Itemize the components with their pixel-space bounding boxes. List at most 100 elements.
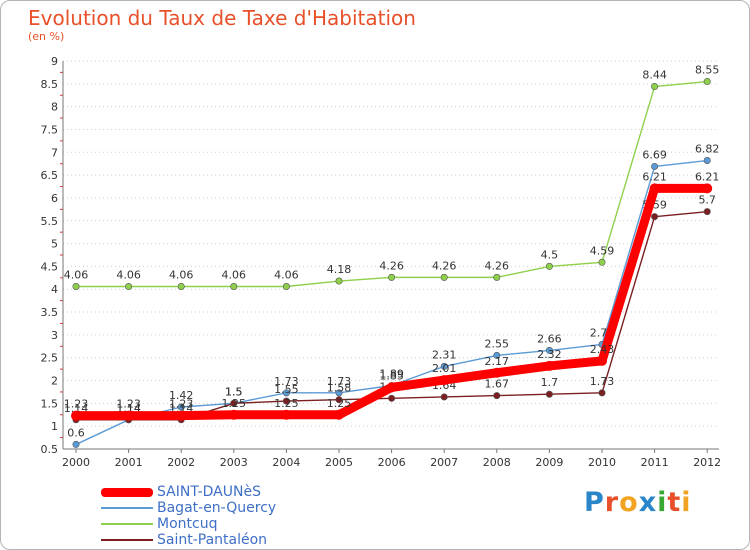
data-point xyxy=(545,262,553,270)
legend-item: Bagat-en-Quercy xyxy=(101,500,276,516)
data-label: 6.21 xyxy=(642,170,667,183)
x-tick-label: 2010 xyxy=(588,456,616,469)
data-point xyxy=(71,410,81,421)
x-tick-label: 2005 xyxy=(325,456,353,469)
data-point xyxy=(282,389,290,397)
data-point xyxy=(491,367,502,378)
y-tick-label: 3.5 xyxy=(41,306,59,319)
data-point xyxy=(598,389,606,397)
data-label: 2.55 xyxy=(485,337,510,350)
data-label: 1.23 xyxy=(116,398,141,411)
data-point xyxy=(230,399,238,407)
data-point xyxy=(334,409,344,420)
data-label: 1.67 xyxy=(485,378,510,391)
y-tick-label: 0.5 xyxy=(41,443,59,456)
data-label: 1.89 xyxy=(379,368,404,381)
x-tick-label: 2008 xyxy=(483,456,511,469)
y-tick-label: 1 xyxy=(51,420,58,433)
data-label: 4.06 xyxy=(64,268,89,281)
data-label: 2.31 xyxy=(432,348,457,361)
data-point xyxy=(125,282,133,290)
logo-letter: r xyxy=(604,487,620,518)
data-point xyxy=(649,183,660,194)
data-label: 8.44 xyxy=(642,69,667,82)
data-label: 1.85 xyxy=(379,369,404,382)
proxiti-logo: Proxiti xyxy=(584,487,692,518)
data-point xyxy=(176,410,187,421)
data-point xyxy=(703,208,711,216)
data-label: 1.23 xyxy=(169,398,194,411)
logo-letter: P xyxy=(584,487,605,518)
data-label: 4.06 xyxy=(274,268,299,281)
data-label: 4.26 xyxy=(485,259,510,272)
data-label: 1.42 xyxy=(169,389,194,402)
legend-item: Montcuq xyxy=(101,516,276,532)
data-label: 2.32 xyxy=(537,348,562,361)
data-point xyxy=(651,83,659,91)
legend-label: Montcuq xyxy=(157,516,218,532)
data-label: 0.6 xyxy=(67,426,85,439)
legend-item: SAINT-DAUNèS xyxy=(101,484,276,500)
data-label: 4.26 xyxy=(432,259,457,272)
data-label: 4.06 xyxy=(169,268,194,281)
data-point xyxy=(177,403,185,411)
legend-label: Bagat-en-Quercy xyxy=(157,500,277,516)
data-label: 1.25 xyxy=(274,397,299,410)
y-tick-label: 2.5 xyxy=(41,352,59,365)
data-label: 6.21 xyxy=(695,170,720,183)
data-point xyxy=(335,396,343,404)
data-point xyxy=(440,393,448,401)
y-tick-label: 6 xyxy=(51,192,58,205)
data-label: 1.25 xyxy=(327,397,352,410)
data-label: 1.7 xyxy=(541,376,559,389)
data-label: 5.7 xyxy=(698,194,716,207)
data-point xyxy=(123,410,134,421)
data-point xyxy=(651,213,659,221)
logo-letter: o xyxy=(619,487,639,518)
data-label: 2.43 xyxy=(590,343,615,356)
data-point xyxy=(72,440,80,448)
data-point xyxy=(703,157,711,165)
y-tick-label: 7.5 xyxy=(41,123,59,136)
chart-subtitle: (en %) xyxy=(28,30,65,43)
legend-label: Saint-Pantaléon xyxy=(157,532,268,548)
data-label: 1.5 xyxy=(225,385,243,398)
x-tick-label: 2011 xyxy=(641,456,669,469)
data-point xyxy=(281,409,292,420)
data-label: 4.5 xyxy=(541,248,559,261)
y-tick-label: 5.5 xyxy=(41,215,59,228)
legend-swatch xyxy=(101,487,153,497)
data-label: 1.58 xyxy=(327,382,352,395)
data-point xyxy=(388,273,396,281)
logo-letter: x xyxy=(638,487,658,518)
x-tick-label: 2002 xyxy=(167,456,195,469)
y-tick-label: 8.5 xyxy=(41,78,59,91)
data-point xyxy=(177,282,185,290)
y-tick-label: 4.5 xyxy=(41,260,59,273)
data-label: 4.06 xyxy=(116,268,141,281)
series-montcuq: 4.06 4.06 4.06 4.06 4.06 4.18 4.26 4.26 4.26 4.5 4… xyxy=(64,64,720,290)
data-label: 1.73 xyxy=(274,375,299,388)
legend-item: Saint-Pantaléon xyxy=(101,532,276,548)
data-point xyxy=(545,346,553,354)
legend: SAINT-DAUNèS Bagat-en-Quercy Montcuq Saint-… xyxy=(101,484,276,548)
data-label: 8.55 xyxy=(695,64,720,77)
data-point xyxy=(703,78,711,86)
data-label: 1.25 xyxy=(222,397,247,410)
data-label: 4.59 xyxy=(590,244,615,257)
y-tick-label: 3 xyxy=(51,329,58,342)
data-label: 4.06 xyxy=(222,268,247,281)
data-label: 1.73 xyxy=(590,375,615,388)
data-point xyxy=(598,258,606,266)
y-tick-label: 6.5 xyxy=(41,169,59,182)
legend-label: SAINT-DAUNèS xyxy=(157,484,261,500)
data-point xyxy=(228,409,239,420)
x-tick-label: 2009 xyxy=(535,456,563,469)
x-tick-label: 2004 xyxy=(272,456,300,469)
data-point xyxy=(439,375,450,386)
legend-swatch xyxy=(101,523,153,525)
data-label: 2.01 xyxy=(432,362,457,375)
data-point xyxy=(335,389,343,397)
x-tick-label: 2000 xyxy=(62,456,90,469)
